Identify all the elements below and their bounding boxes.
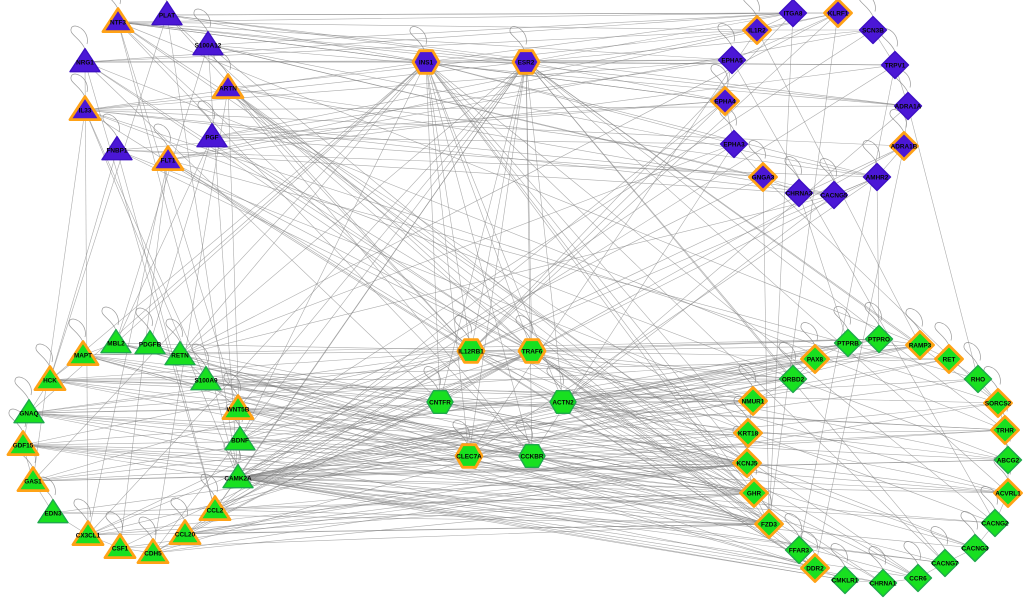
svg-text:S100A9: S100A9 xyxy=(194,378,218,385)
svg-text:MAPT: MAPT xyxy=(74,353,92,360)
svg-text:TRHR: TRHR xyxy=(996,428,1014,435)
svg-text:IL12RB1: IL12RB1 xyxy=(458,349,484,356)
svg-text:ABCG2: ABCG2 xyxy=(997,458,1020,465)
svg-text:TRPV1: TRPV1 xyxy=(885,63,906,70)
svg-text:RAMP3: RAMP3 xyxy=(909,343,932,350)
svg-text:CHRNA1: CHRNA1 xyxy=(870,581,897,588)
svg-text:FFAR3: FFAR3 xyxy=(789,548,810,555)
svg-text:FNBP1: FNBP1 xyxy=(107,148,128,155)
svg-text:INS1: INS1 xyxy=(419,60,434,67)
svg-text:GNAQ: GNAQ xyxy=(19,411,38,418)
svg-text:ACVRL1: ACVRL1 xyxy=(995,491,1021,498)
svg-text:CACNG3: CACNG3 xyxy=(962,546,989,553)
svg-text:CSF1: CSF1 xyxy=(112,546,129,553)
svg-text:GNGA3: GNGA3 xyxy=(752,175,775,182)
svg-text:PDGFB: PDGFB xyxy=(139,342,162,349)
svg-text:S100A12: S100A12 xyxy=(195,43,222,50)
svg-text:IL1R2: IL1R2 xyxy=(748,28,766,35)
svg-text:PTPRB: PTPRB xyxy=(837,341,859,348)
svg-text:CCKBR: CCKBR xyxy=(520,454,543,461)
svg-text:CMKLR1: CMKLR1 xyxy=(832,578,859,585)
svg-text:SCN3B: SCN3B xyxy=(862,28,884,35)
svg-text:EDN3: EDN3 xyxy=(44,511,61,518)
svg-text:CACNG2: CACNG2 xyxy=(982,521,1009,528)
svg-text:KRT18: KRT18 xyxy=(738,431,759,438)
svg-text:TRAF6: TRAF6 xyxy=(522,349,543,356)
svg-text:ACTN2: ACTN2 xyxy=(552,400,574,407)
svg-text:AMHR2: AMHR2 xyxy=(866,175,889,182)
svg-text:NRG1: NRG1 xyxy=(76,60,94,67)
svg-text:PTPRO: PTPRO xyxy=(868,337,890,344)
svg-text:ARTN: ARTN xyxy=(219,86,237,93)
svg-text:KCNJ5: KCNJ5 xyxy=(737,461,758,468)
svg-text:CCR6: CCR6 xyxy=(909,576,927,583)
svg-text:CCL2: CCL2 xyxy=(207,508,224,515)
svg-text:GDF15: GDF15 xyxy=(13,443,34,450)
svg-text:CX3CL1: CX3CL1 xyxy=(76,533,101,540)
svg-text:IL33: IL33 xyxy=(79,108,92,115)
svg-text:FLT1: FLT1 xyxy=(161,158,176,165)
svg-text:RETN: RETN xyxy=(171,353,189,360)
svg-text:GHR: GHR xyxy=(747,491,762,498)
svg-text:FZD3: FZD3 xyxy=(761,522,777,529)
svg-text:KLRF1: KLRF1 xyxy=(828,11,849,18)
svg-text:CACNG5: CACNG5 xyxy=(821,193,848,200)
svg-text:CHRNA3: CHRNA3 xyxy=(786,191,813,198)
svg-text:GAS1: GAS1 xyxy=(24,479,42,486)
svg-text:ORBD2: ORBD2 xyxy=(782,377,805,384)
svg-text:EPHA3: EPHA3 xyxy=(723,142,745,149)
svg-text:CACNG7: CACNG7 xyxy=(932,561,959,568)
svg-text:WNT5B: WNT5B xyxy=(227,407,250,414)
svg-text:NTF3: NTF3 xyxy=(110,20,126,27)
svg-text:CNTFR: CNTFR xyxy=(429,400,451,407)
svg-text:CCL20: CCL20 xyxy=(175,532,196,539)
svg-text:ESR2: ESR2 xyxy=(518,60,535,67)
svg-text:ITGA8: ITGA8 xyxy=(784,11,803,18)
svg-text:ADRA1A: ADRA1A xyxy=(895,104,922,111)
svg-text:ADRA1B: ADRA1B xyxy=(891,144,918,151)
svg-text:SORCS2: SORCS2 xyxy=(985,401,1012,408)
svg-text:EPHA4: EPHA4 xyxy=(714,99,736,106)
svg-text:PGF: PGF xyxy=(205,135,218,142)
svg-text:NMUR1: NMUR1 xyxy=(742,399,765,406)
svg-text:CDH5: CDH5 xyxy=(144,551,162,558)
svg-text:EPHA5: EPHA5 xyxy=(721,58,743,65)
svg-text:HCK: HCK xyxy=(43,378,57,385)
svg-text:RHO: RHO xyxy=(971,377,985,384)
svg-text:RET: RET xyxy=(943,357,956,364)
svg-text:CAMK2A: CAMK2A xyxy=(224,476,252,483)
svg-text:PAX8: PAX8 xyxy=(807,357,824,364)
svg-text:BDNF: BDNF xyxy=(231,438,249,445)
svg-text:DDR2: DDR2 xyxy=(806,566,824,573)
svg-text:CLEC7A: CLEC7A xyxy=(456,454,482,461)
svg-text:PLAT: PLAT xyxy=(159,13,175,20)
svg-text:MBL2: MBL2 xyxy=(107,341,125,348)
